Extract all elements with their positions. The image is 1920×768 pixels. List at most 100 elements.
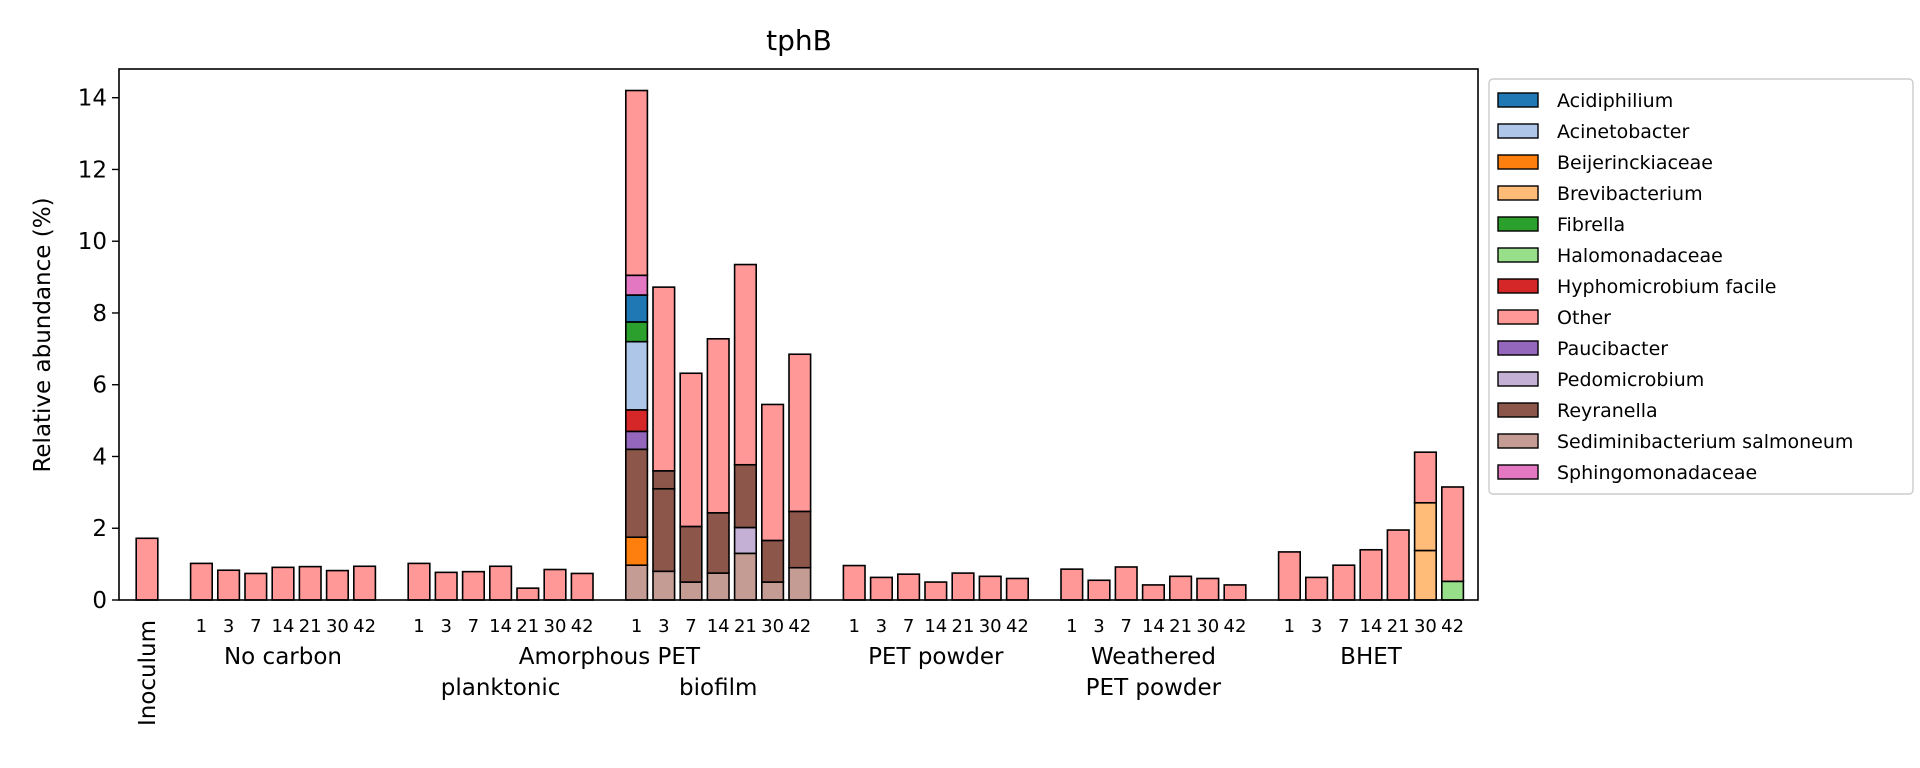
legend-item-acidiphilium: Acidiphilium: [1497, 90, 1673, 112]
x-day-label: 14: [707, 616, 730, 637]
bar-segment-sediminibacterium-salmoneum: [706, 572, 730, 601]
x-day-label: 7: [250, 616, 261, 637]
y-tick-label: 8: [92, 301, 107, 327]
legend-label: Brevibacterium: [1557, 183, 1703, 205]
x-day-label: 42: [1006, 616, 1029, 637]
bar-biofilm-day-14: [706, 338, 730, 601]
bar-biofilm-day-42: [788, 353, 812, 601]
x-day-label: 14: [489, 616, 512, 637]
legend-item-pedomicrobium: Pedomicrobium: [1497, 369, 1704, 391]
bar-no-carbon-day-7: [244, 572, 268, 601]
legend-swatch: [1497, 247, 1539, 263]
bar-inoculum: [135, 537, 159, 601]
legend-item-sediminibacterium-salmoneum: Sediminibacterium salmoneum: [1497, 431, 1853, 453]
x-label-inoculum: Inoculum: [135, 620, 161, 726]
y-tick-label: 0: [92, 588, 107, 614]
x-day-label: 21: [952, 616, 975, 637]
bar-segment-other: [1114, 566, 1138, 601]
legend-item-sphingomonadaceae: Sphingomonadaceae: [1497, 462, 1757, 484]
bar-segment-reyranella: [679, 525, 703, 583]
bar-segment-other: [488, 565, 513, 601]
bar-planktonic-day-1: [407, 562, 431, 601]
bar-segment-sediminibacterium-salmoneum: [733, 552, 757, 601]
bar-segment-pedomicrobium: [733, 526, 757, 555]
x-day-label: 42: [1224, 616, 1247, 637]
legend-item-hyphomicrobium-facile: Hyphomicrobium facile: [1497, 276, 1776, 298]
bar-segment-other: [1359, 548, 1383, 601]
x-day-label: 1: [1284, 616, 1295, 637]
x-day-label: 30: [326, 616, 349, 637]
legend-label: Acinetobacter: [1557, 121, 1689, 143]
x-day-label: 42: [1441, 616, 1464, 637]
legend-label: Fibrella: [1557, 214, 1625, 236]
bar-segment-sediminibacterium-salmoneum: [652, 570, 676, 601]
bar-segment-sediminibacterium-salmoneum: [760, 581, 785, 601]
x-day-label: 7: [1338, 616, 1349, 637]
bar-biofilm-day-21: [733, 263, 757, 601]
x-day-label: 21: [516, 616, 539, 637]
legend-label: Sphingomonadaceae: [1557, 462, 1757, 484]
x-day-label: 3: [876, 616, 887, 637]
legend-swatch: [1497, 154, 1539, 170]
x-day-label: 42: [353, 616, 376, 637]
bar-planktonic-day-14: [488, 565, 513, 601]
bar-segment-reyranella: [706, 512, 730, 574]
bar-segment-sediminibacterium-salmoneum: [624, 564, 649, 601]
bar-segment-other: [624, 89, 649, 277]
legend-swatch: [1497, 216, 1539, 232]
bar-segment-other: [1087, 579, 1111, 601]
bar-segment-halomonadaceae: [1441, 580, 1465, 601]
legend-swatch: [1497, 402, 1539, 418]
x-day-label: 1: [631, 616, 642, 637]
legend-label: Acidiphilium: [1557, 90, 1673, 112]
x-day-label: 1: [196, 616, 207, 637]
bar-segment-reyranella: [788, 510, 812, 569]
bars-layer: [135, 89, 1465, 601]
y-tick-label: 12: [78, 157, 107, 183]
bar-pet-powder-day-14: [924, 581, 948, 601]
bar-bhet-day-3: [1305, 576, 1329, 601]
legend-item-brevibacterium: Brevibacterium: [1497, 183, 1703, 205]
x-day-label: 30: [544, 616, 567, 637]
bar-pet-powder-day-3: [869, 576, 893, 601]
bar-segment-other: [1441, 486, 1465, 583]
x-day-label: 14: [1360, 616, 1383, 637]
legend-swatch: [1497, 123, 1539, 139]
bar-no-carbon-day-21: [298, 565, 322, 601]
legend-item-reyranella: Reyranella: [1497, 400, 1658, 422]
bar-weathered-pet-powder-day-7: [1114, 566, 1138, 601]
legend-label: Other: [1557, 307, 1611, 329]
legend-swatch: [1497, 464, 1539, 480]
legend-swatch: [1497, 340, 1539, 356]
bar-segment-other: [679, 372, 703, 528]
legend-label: Pedomicrobium: [1557, 369, 1704, 391]
legend-item-paucibacter: Paucibacter: [1497, 338, 1668, 360]
x-group-label: biofilm: [679, 675, 757, 701]
x-group-label: planktonic: [441, 675, 561, 701]
bar-segment-other: [652, 286, 676, 472]
bar-segment-other: [407, 562, 431, 601]
x-day-label: 21: [734, 616, 757, 637]
x-day-label: 7: [1120, 616, 1131, 637]
bar-no-carbon-day-14: [271, 566, 295, 601]
bar-biofilm-day-7: [679, 372, 703, 601]
y-axis-label: Relative abundance (%): [30, 197, 56, 472]
bar-weathered-pet-powder-day-21: [1169, 575, 1193, 601]
bar-segment-other: [733, 263, 757, 466]
x-day-label: 21: [299, 616, 322, 637]
x-day-label: 42: [571, 616, 594, 637]
bar-planktonic-day-42: [570, 572, 594, 601]
bar-segment-other: [978, 575, 1002, 601]
bar-segment-other: [1196, 577, 1220, 601]
x-day-label: 3: [1093, 616, 1104, 637]
bar-segment-other: [1413, 451, 1437, 504]
legend-label: Paucibacter: [1557, 338, 1668, 360]
bar-segment-other: [570, 572, 594, 601]
x-day-label: 14: [924, 616, 947, 637]
x-day-label: 21: [1387, 616, 1410, 637]
bar-segment-other: [760, 403, 785, 542]
bar-planktonic-day-30: [543, 568, 567, 601]
y-tick-label: 4: [92, 444, 107, 470]
bar-segment-other: [951, 572, 975, 601]
